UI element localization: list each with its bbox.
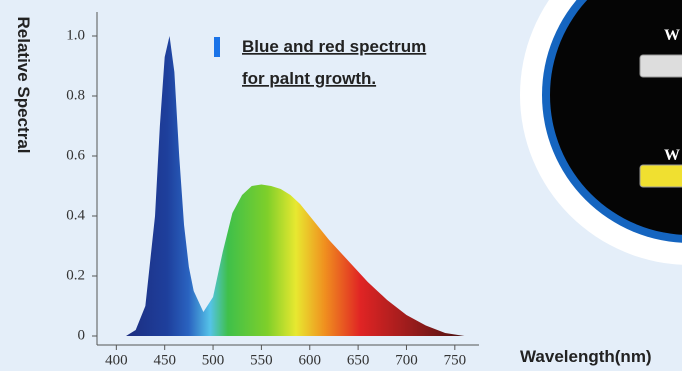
legend-marker xyxy=(214,37,220,57)
y-tick-label: 0 xyxy=(78,327,86,343)
annotation: Blue and red spectrum xyxy=(242,37,426,56)
x-tick-label: 700 xyxy=(395,352,418,368)
decor-label: W xyxy=(664,27,680,44)
y-axis-label: Relative Spectral xyxy=(14,16,33,153)
annotation: for palnt growth. xyxy=(242,69,376,88)
x-tick-label: 600 xyxy=(299,352,322,368)
x-axis-label: Wavelength(nm) xyxy=(520,347,652,366)
y-tick-label: 1.0 xyxy=(66,27,85,43)
y-tick-label: 0.2 xyxy=(66,267,85,283)
decor-label: W xyxy=(664,147,680,164)
x-tick-label: 550 xyxy=(250,352,273,368)
y-tick-label: 0.4 xyxy=(66,207,85,223)
y-tick-label: 0.8 xyxy=(66,87,85,103)
x-tick-label: 750 xyxy=(444,352,467,368)
decor: W W xyxy=(520,0,682,265)
y-tick-label: 0.6 xyxy=(66,147,85,163)
spectrum-area xyxy=(126,36,465,336)
x-tick-label: 650 xyxy=(347,352,370,368)
x-tick-label: 500 xyxy=(202,352,225,368)
x-tick-label: 450 xyxy=(153,352,176,368)
x-tick-label: 400 xyxy=(105,352,128,368)
